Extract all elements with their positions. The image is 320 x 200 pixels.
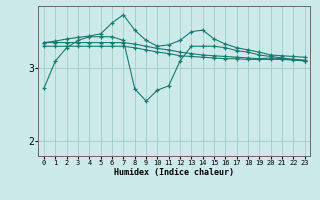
- X-axis label: Humidex (Indice chaleur): Humidex (Indice chaleur): [115, 168, 234, 177]
